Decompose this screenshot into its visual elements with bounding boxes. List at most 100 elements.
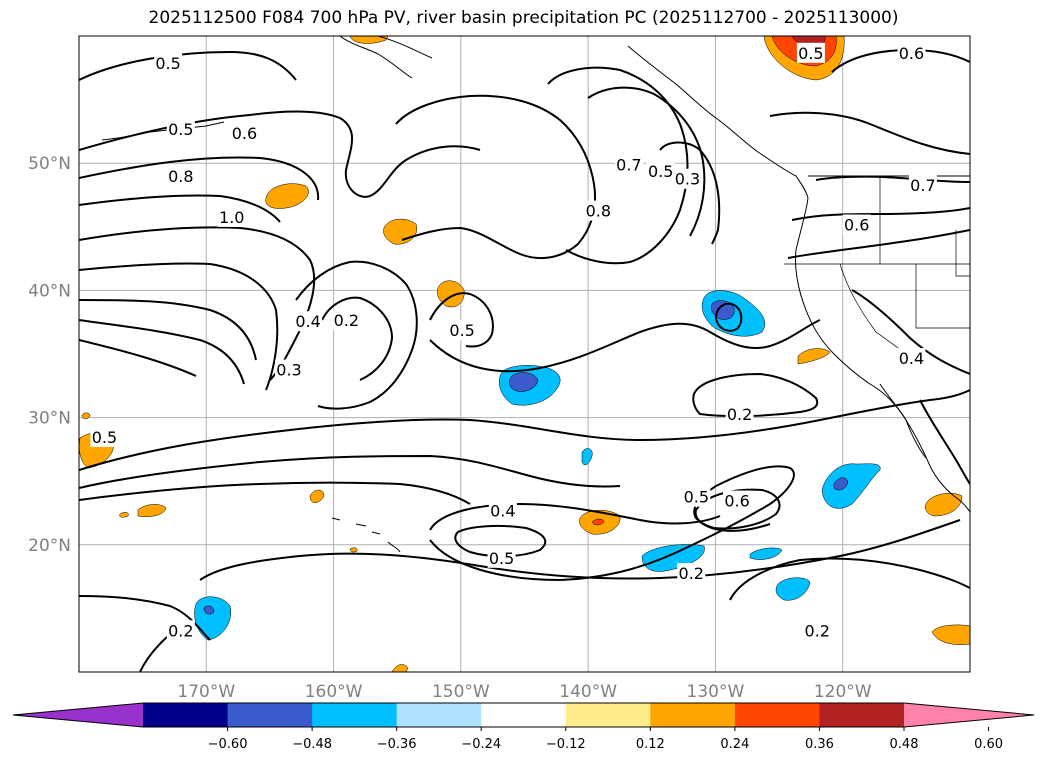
precip-patch-positive (925, 493, 963, 517)
contour-label: 0.2 (805, 621, 830, 640)
contour-label: 0.2 (679, 564, 704, 583)
precip-patch-positive (591, 518, 605, 526)
lon-label: 120°W (814, 682, 872, 702)
contour-label-halo (897, 348, 926, 369)
contour-label-halo (487, 547, 516, 568)
pv-contour (79, 194, 281, 223)
pv-contour (659, 141, 721, 245)
contour-label-halo (725, 404, 754, 425)
precip-patch-positive (797, 348, 831, 365)
coastline-alaska (339, 36, 433, 79)
precip-patch-positive (119, 512, 129, 518)
map-background (79, 36, 970, 672)
lat-label: 50°N (28, 154, 71, 174)
pv-contour (429, 465, 795, 582)
pv-contour (79, 481, 471, 505)
pv-contour (692, 372, 819, 418)
precip-patch-negative (775, 577, 811, 601)
contour-label: 0.8 (168, 167, 193, 186)
lon-label: 130°W (687, 682, 745, 702)
contour-label-halo (217, 206, 246, 227)
pv-contour (547, 66, 689, 265)
contour-label: 0.2 (334, 311, 359, 330)
pv-contour (429, 502, 721, 531)
colorbar-segment (227, 703, 313, 727)
contour-label: 0.4 (295, 312, 320, 331)
precip-patch-positive (349, 36, 389, 44)
contour-label: 0.5 (648, 162, 673, 181)
contour-label: 0.5 (798, 44, 823, 63)
contour-label: 0.4 (899, 349, 924, 368)
pv-contour (79, 389, 970, 471)
colorbar-tick-label: −0.12 (546, 737, 586, 752)
contour-label: 0.5 (92, 428, 117, 447)
precip-patch-positive (349, 547, 358, 553)
contour-label-halo (842, 214, 871, 235)
pv-contour (429, 319, 821, 373)
colorbar-tick-label: −0.60 (208, 737, 248, 752)
pv-contour (769, 111, 970, 155)
colorbar-tick-label: 0.24 (720, 737, 749, 752)
pv-contour (454, 524, 547, 558)
pv-contour (295, 260, 418, 410)
contour-label: 0.6 (724, 492, 749, 511)
precip-patch-positive (265, 183, 309, 209)
colorbar-segment (734, 703, 820, 727)
colorbar-tick-label: −0.48 (292, 737, 332, 752)
pv-contour (787, 229, 970, 259)
contour-label-halo (332, 309, 361, 330)
colorbar-tick-label: 0.36 (805, 737, 834, 752)
map-frame (78, 35, 971, 673)
contour-label: 0.6 (844, 216, 869, 235)
lat-label: 20°N (28, 536, 71, 556)
contour-label: 0.7 (910, 176, 935, 195)
colorbar-segment (143, 703, 229, 727)
colorbar-segment (819, 703, 905, 727)
contour-label-halo (646, 161, 675, 182)
state-borders (784, 176, 970, 359)
colorbar-tick-label: −0.36 (377, 737, 417, 752)
contour-label-halo (294, 311, 323, 332)
contour-label-halo (166, 166, 195, 187)
precip-patch-negative (203, 605, 215, 615)
coastline-bc (627, 45, 809, 199)
pv-contour (79, 50, 297, 81)
contour-label-halo (908, 175, 937, 196)
colorbar-tick-label: 0.12 (636, 737, 665, 752)
colorbar-segment (312, 703, 398, 727)
contour-label-halo (166, 620, 195, 641)
contour-label: 0.5 (489, 549, 514, 568)
contour-label: 0.3 (675, 170, 700, 189)
contour-label-halo (614, 154, 643, 175)
contour-label: 1.0 (219, 208, 244, 227)
contour-labels: 0.50.5 0.60.81.00.7 0.5 0.30.80.4 0.20.30.50… (90, 42, 937, 641)
colorbar-tick-label: 0.60 (974, 737, 1003, 752)
contour-label: 0.5 (155, 54, 180, 73)
pv-contours (79, 48, 970, 672)
colorbar-segment (565, 703, 651, 727)
contour-label: 0.8 (586, 202, 611, 221)
pv-contour (79, 595, 211, 641)
pv-contour (79, 454, 621, 489)
contour-label: 0.2 (727, 405, 752, 424)
contour-label: 0.6 (232, 124, 257, 143)
pv-contour (815, 175, 970, 183)
contour-label-halo (448, 320, 477, 341)
pv-contour (919, 399, 970, 485)
precip-patch-negative (821, 463, 881, 509)
precip-patch-positive (931, 624, 970, 645)
contour-label-halo (796, 42, 825, 63)
colorbar-segment (396, 703, 482, 727)
lon-label: 170°W (177, 682, 235, 702)
longitude-labels: 170°W 160°W 150°W 140°W 130°W 120°W (177, 682, 871, 702)
precip-patch-positive (81, 412, 91, 420)
colorbar-tick-label: −0.24 (461, 737, 501, 752)
pv-contour (851, 289, 970, 375)
contour-label-halo (584, 200, 613, 221)
precip-patch-positive (391, 664, 409, 672)
contour-label-halo (682, 486, 711, 507)
contour-label: 0.2 (168, 621, 193, 640)
pv-contour (791, 207, 970, 221)
contour-label: 0.5 (168, 120, 193, 139)
